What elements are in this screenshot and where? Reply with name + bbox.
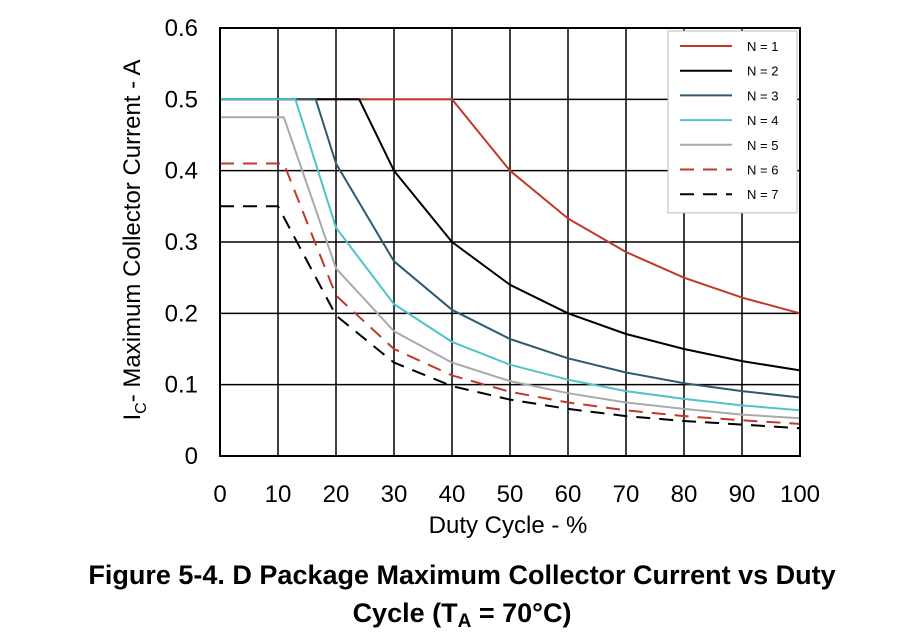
caption-line-2-prefix: Cycle (T [352,598,458,628]
legend-label-n5: N = 5 [747,138,778,153]
x-tick-label: 60 [555,481,582,508]
y-axis-title: IC- Maximum Collector Current - A [119,60,150,421]
legend-label-n1: N = 1 [747,39,778,54]
series-line-n2 [220,98,801,372]
y-axis-title-prefix: I [119,414,146,421]
caption-line-2-sub: A [457,611,472,632]
caption-line-2-suffix: = 70°C) [471,598,572,628]
legend-label-n2: N = 2 [747,64,778,79]
y-tick-label: 0.5 [165,86,198,113]
x-tick-label: 20 [323,481,350,508]
x-tick-labels: 0 10 20 30 40 50 60 70 80 90 100 [213,481,820,508]
x-tick-label: 70 [613,481,640,508]
caption-line-1: Figure 5-4. D Package Maximum Collector … [88,560,836,590]
x-tick-label: 10 [265,481,292,508]
y-tick-label: 0.1 [165,372,198,399]
legend-box [667,30,798,214]
series-line-n5 [220,116,801,420]
series-line-n4 [220,98,801,412]
series-lines [220,98,801,430]
x-tick-label: 0 [213,481,226,508]
legend-label-n6: N = 6 [747,163,778,178]
x-tick-label: 90 [729,481,756,508]
y-tick-label: 0.3 [165,229,198,256]
y-axis-title-suffix: - Maximum Collector Current - A [119,60,146,403]
y-axis-title-sub: C [133,402,150,414]
y-tick-label: 0.6 [165,15,198,42]
x-tick-label: 30 [381,481,408,508]
legend: N = 1 N = 2 N = 3 N = 4 N = 5 N = 6 N = 7 [667,30,798,214]
y-tick-label: 0.2 [165,300,198,327]
series-line-n3 [220,98,801,399]
plot-frame [219,27,801,457]
series-line-n6 [220,162,801,425]
x-tick-label: 100 [780,481,820,508]
legend-label-n4: N = 4 [747,113,778,128]
series-line-n7 [220,205,801,430]
x-axis-title: Duty Cycle - % [429,512,588,539]
figure-caption: Figure 5-4. D Package Maximum Collector … [0,556,924,632]
x-tick-label: 80 [671,481,698,508]
legend-label-n3: N = 3 [747,88,778,103]
y-tick-label: 0.4 [165,158,198,185]
legend-label-n7: N = 7 [747,187,778,202]
collector-current-chart: 0 10 20 30 40 50 60 70 80 90 100 00.10.20.30.40.50… [119,15,820,539]
y-tick-labels: 0 0.1 0.2 0.3 0.4 0.5 0.6 [165,15,198,470]
x-tick-label: 40 [439,481,466,508]
caption-line-2: Cycle (TA = 70°C) [0,594,924,632]
x-tick-label: 50 [497,481,524,508]
series-line-n1 [220,98,801,315]
y-tick-label: 0 [185,443,198,470]
